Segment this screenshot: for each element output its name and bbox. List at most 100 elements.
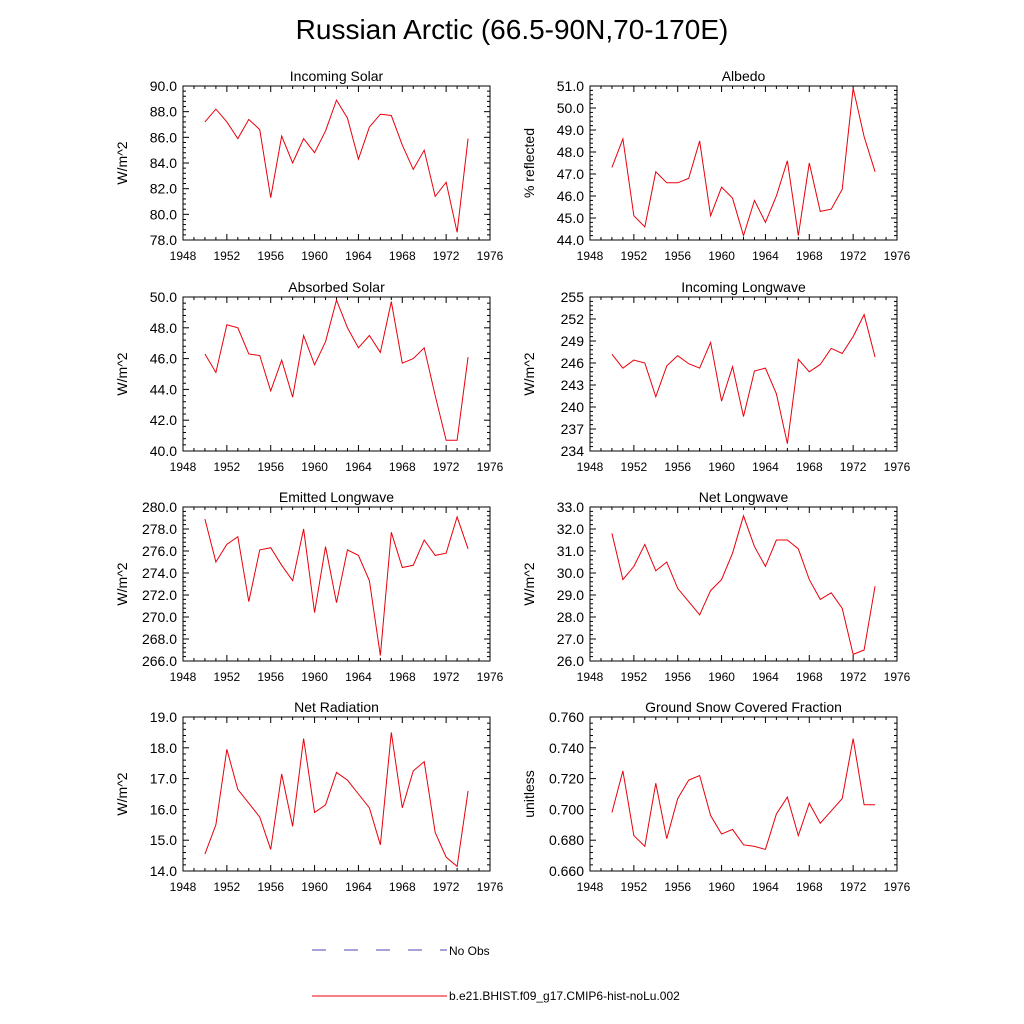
panel-title: Ground Snow Covered Fraction [645,699,842,715]
x-tick-label: 1972 [433,880,460,894]
y-tick-label: 27.0 [557,631,584,647]
y-tick-label: 84.0 [150,155,177,171]
y-tick-label: 0.720 [549,771,584,787]
y-tick-label: 0.660 [549,863,584,879]
y-tick-label: 26.0 [557,653,584,669]
series-line [611,313,876,444]
x-tick-label: 1964 [345,460,372,474]
y-tick-label: 237 [561,421,585,437]
x-tick-label: 1956 [257,670,284,684]
y-tick-label: 42.0 [150,412,177,428]
plot-frame [182,716,491,872]
plot-frame [182,296,491,452]
y-tick-label: 272.0 [142,587,177,603]
x-tick-label: 1964 [752,670,779,684]
x-tick-label: 1960 [301,460,328,474]
series-line [204,298,469,441]
y-tick-label: 32.0 [557,521,584,537]
x-tick-label: 1972 [840,880,867,894]
x-tick-label: 1948 [577,880,604,894]
y-tick-label: 50.0 [557,100,584,116]
x-tick-label: 1948 [170,670,197,684]
x-tick-label: 1956 [664,880,691,894]
y-tick-label: 240 [561,399,585,415]
legend-entry-model-run: b.e21.BHIST.f09_g17.CMIP6-hist-noLu.002 [312,989,680,1003]
series-line [204,732,469,868]
y-tick-label: 0.740 [549,740,584,756]
x-tick-label: 1956 [664,249,691,263]
y-tick-label: 15.0 [150,832,177,848]
x-tick-label: 1972 [840,670,867,684]
y-axis-label: W/m^2 [114,772,130,815]
legend-entry-no-obs: No Obs [312,944,490,958]
plot-frame [182,85,491,241]
x-tick-label: 1964 [345,670,372,684]
y-tick-label: 17.0 [150,771,177,787]
x-tick-label: 1968 [389,460,416,474]
y-tick-label: 18.0 [150,740,177,756]
x-tick-label: 1952 [621,249,648,263]
legend-label-no-obs: No Obs [449,944,490,958]
y-tick-label: 49.0 [557,122,584,138]
y-tick-label: 268.0 [142,631,177,647]
x-tick-label: 1952 [621,670,648,684]
panel-incoming-longwave: Incoming Longwave W/m^2 1948 1952 1956 1960 19… [521,279,911,474]
y-tick-label: 48.0 [557,144,584,160]
x-tick-label: 1976 [477,249,504,263]
y-tick-label: 276.0 [142,543,177,559]
x-tick-label: 1948 [577,460,604,474]
x-tick-label: 1948 [577,249,604,263]
x-tick-label: 1948 [577,670,604,684]
panel-incoming-solar: Incoming Solar W/m^2 1948 1952 1956 1960 1964 1… [114,68,504,263]
x-tick-label: 1968 [389,880,416,894]
y-tick-label: 19.0 [150,709,177,725]
x-tick-label: 1956 [664,460,691,474]
y-axis-label: W/m^2 [521,562,537,605]
y-tick-label: 30.0 [557,565,584,581]
x-tick-label: 1976 [477,460,504,474]
y-axis-label: W/m^2 [114,562,130,605]
x-tick-label: 1972 [433,460,460,474]
x-tick-label: 1964 [752,249,779,263]
x-tick-label: 1964 [345,249,372,263]
plot-frame [182,506,491,662]
y-tick-label: 44.0 [150,381,177,397]
x-tick-label: 1948 [170,460,197,474]
x-tick-label: 1952 [621,880,648,894]
y-tick-label: 243 [561,377,585,393]
x-tick-label: 1972 [433,249,460,263]
panel-title: Emitted Longwave [279,489,394,505]
panels-group: Incoming Solar W/m^2 1948 1952 1956 1960 1964 1… [114,68,911,894]
plot-frame [589,296,898,452]
y-tick-label: 33.0 [557,499,584,515]
x-tick-label: 1976 [884,670,911,684]
x-tick-label: 1960 [708,670,735,684]
series-line [204,98,469,233]
panel-emitted-longwave: Emitted Longwave W/m^2 1948 1952 1956 1960 196… [114,489,504,684]
x-tick-label: 1956 [257,880,284,894]
series-line [611,514,876,656]
y-tick-label: 45.0 [557,210,584,226]
y-tick-label: 0.680 [549,832,584,848]
x-tick-label: 1960 [708,249,735,263]
x-tick-label: 1976 [477,670,504,684]
y-tick-label: 278.0 [142,521,177,537]
y-axis-label: W/m^2 [114,141,130,184]
panel-title: Net Longwave [699,489,789,505]
panel-albedo: Albedo % reflected 1948 1952 1956 1960 1964 196… [521,68,911,263]
y-tick-label: 274.0 [142,565,177,581]
y-tick-label: 266.0 [142,653,177,669]
legend-label-model-run: b.e21.BHIST.f09_g17.CMIP6-hist-noLu.002 [449,989,680,1003]
x-tick-label: 1956 [257,460,284,474]
y-tick-label: 88.0 [150,104,177,120]
series-line [611,738,876,851]
y-tick-label: 47.0 [557,166,584,182]
y-tick-label: 40.0 [150,443,177,459]
y-tick-label: 252 [561,311,585,327]
series-line [204,515,469,656]
x-tick-label: 1952 [621,460,648,474]
panel-title: Albedo [722,68,766,84]
panel-ground-snow-covered-fraction: Ground Snow Covered Fraction unitless 1948… [521,699,911,894]
y-tick-label: 80.0 [150,206,177,222]
y-tick-label: 86.0 [150,129,177,145]
